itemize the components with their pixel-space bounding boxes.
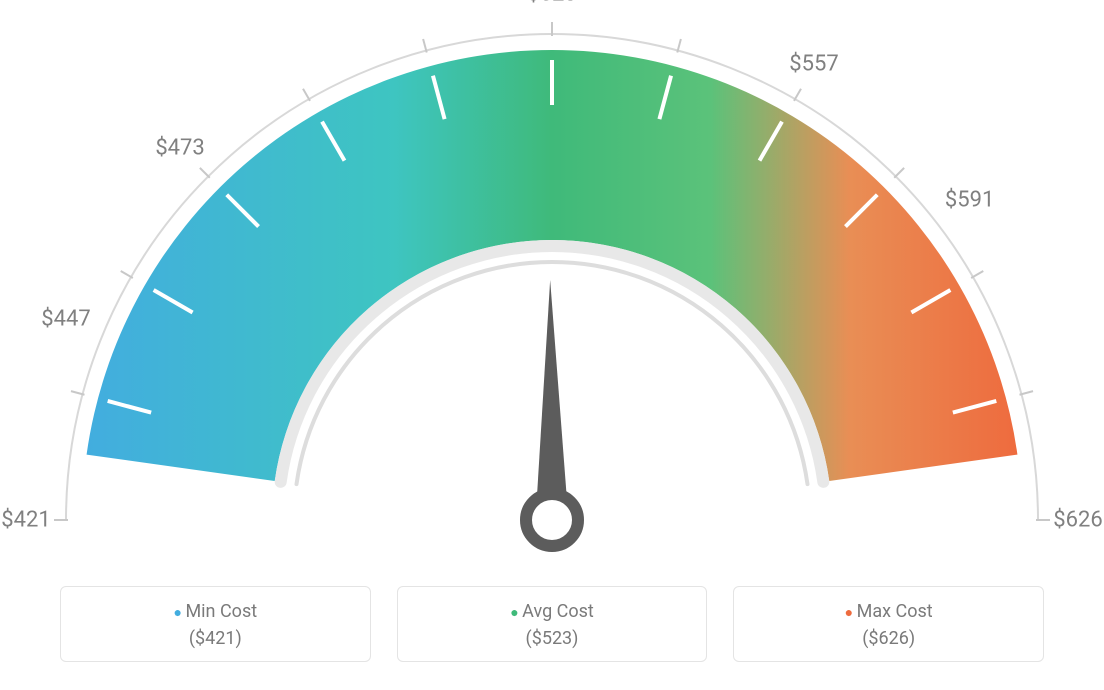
legend-min-label: Min Cost [61, 601, 370, 622]
legend-card-avg: Avg Cost ($523) [397, 586, 708, 662]
legend-avg-value: ($523) [398, 628, 707, 649]
legend-max-value: ($626) [734, 628, 1043, 649]
legend-card-max: Max Cost ($626) [733, 586, 1044, 662]
gauge-tick-label: $523 [527, 0, 576, 7]
legend-min-value: ($421) [61, 628, 370, 649]
legend-card-min: Min Cost ($421) [60, 586, 371, 662]
legend-row: Min Cost ($421) Avg Cost ($523) Max Cost… [60, 586, 1044, 662]
gauge-tick-label: $626 [1053, 508, 1102, 533]
gauge-tick-label: $591 [945, 188, 994, 213]
gauge-chart: $421 $447 $473 $523 $557 $591 $626 [0, 0, 1104, 580]
gauge-tick-label: $421 [1, 508, 50, 533]
legend-max-label: Max Cost [734, 601, 1043, 622]
gauge-tick-label: $473 [155, 136, 204, 161]
gauge-tick-label: $557 [789, 51, 838, 76]
legend-avg-label: Avg Cost [398, 601, 707, 622]
gauge-svg [0, 0, 1104, 580]
gauge-tick-label: $447 [41, 306, 90, 331]
